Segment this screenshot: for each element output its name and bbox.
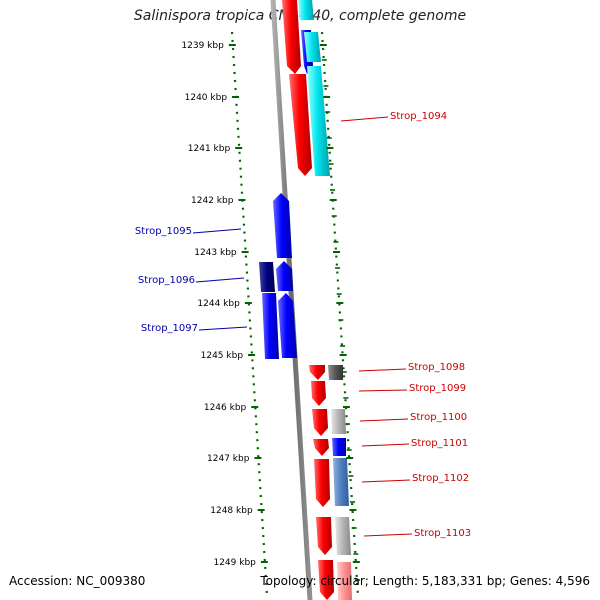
gene-arrow (328, 365, 343, 380)
ruler-right-line (320, 31, 360, 597)
gene-label[interactable]: Strop_1095 (135, 226, 192, 237)
tick-label: 1244 kbp (197, 299, 240, 309)
gene-features (259, 0, 352, 600)
accession-text: Accession: NC_009380 (9, 574, 146, 588)
gene-label[interactable]: Strop_1101 (411, 438, 468, 449)
gene-arrow (309, 365, 325, 380)
gene-arrow (289, 74, 312, 176)
gene-label-group: Strop_1094 Strop_1095 Strop_1096 Strop_1097… (135, 111, 471, 539)
gene-label-leader (359, 418, 409, 422)
gene-arrow (335, 517, 351, 555)
gene-arrow (313, 439, 329, 456)
tick-label: 1239 kbp (181, 41, 224, 51)
gene-arrow (278, 293, 297, 358)
gene-label[interactable]: Strop_1094 (390, 111, 447, 122)
gene-arrow (276, 261, 293, 291)
gene-label[interactable]: Strop_1099 (409, 383, 466, 394)
tick-label: 1245 kbp (201, 351, 244, 361)
gene-arrow (304, 32, 321, 62)
gene-arrow (316, 517, 332, 555)
tick-label: 1249 kbp (213, 558, 256, 568)
gene-arrow (333, 458, 349, 506)
tick-label: 1246 kbp (204, 403, 247, 413)
gene-label[interactable]: Strop_1100 (410, 412, 467, 423)
gene-label[interactable]: Strop_1096 (138, 275, 195, 286)
gene-arrow (298, 0, 314, 20)
gene-arrow (282, 0, 301, 74)
gene-label-leader (192, 228, 242, 234)
gene-label-leader (195, 277, 245, 283)
gene-label-leader (361, 479, 411, 483)
topology-text: Topology: circular; Length: 5,183,331 bp… (260, 574, 590, 588)
gene-label-leader (361, 443, 410, 447)
gene-label-leader (358, 368, 407, 372)
gene-arrow (332, 438, 346, 456)
gene-label[interactable]: Strop_1102 (412, 473, 469, 484)
gene-arrow (259, 262, 275, 292)
tick-label: 1242 kbp (191, 196, 234, 206)
gene-label-leader (363, 533, 413, 537)
tick-label: 1241 kbp (188, 144, 231, 154)
tick-label: 1240 kbp (185, 93, 228, 103)
gene-label[interactable]: Strop_1097 (141, 323, 198, 334)
tick-label: 1247 kbp (207, 454, 250, 464)
gene-arrow (318, 560, 334, 600)
gene-label-leader (198, 326, 248, 331)
gene-arrow (331, 409, 346, 434)
tick-label: 1248 kbp (210, 506, 253, 516)
gene-label-leader (358, 389, 408, 392)
tick-label: 1243 kbp (194, 248, 237, 258)
gene-arrow (311, 381, 326, 406)
gene-arrow (273, 193, 292, 258)
gene-arrow (312, 409, 328, 436)
gene-arrow (314, 459, 330, 507)
gene-label[interactable]: Strop_1103 (414, 528, 471, 539)
gene-label[interactable]: Strop_1098 (408, 362, 465, 373)
ruler-tick-labels: 1239 kbp 1240 kbp 1241 kbp 1242 kbp 1243 kbp… (181, 41, 360, 568)
gene-arrow (307, 66, 330, 176)
gene-arrow (337, 562, 352, 600)
gene-label-leader (340, 116, 389, 122)
gene-arrow (262, 293, 279, 359)
